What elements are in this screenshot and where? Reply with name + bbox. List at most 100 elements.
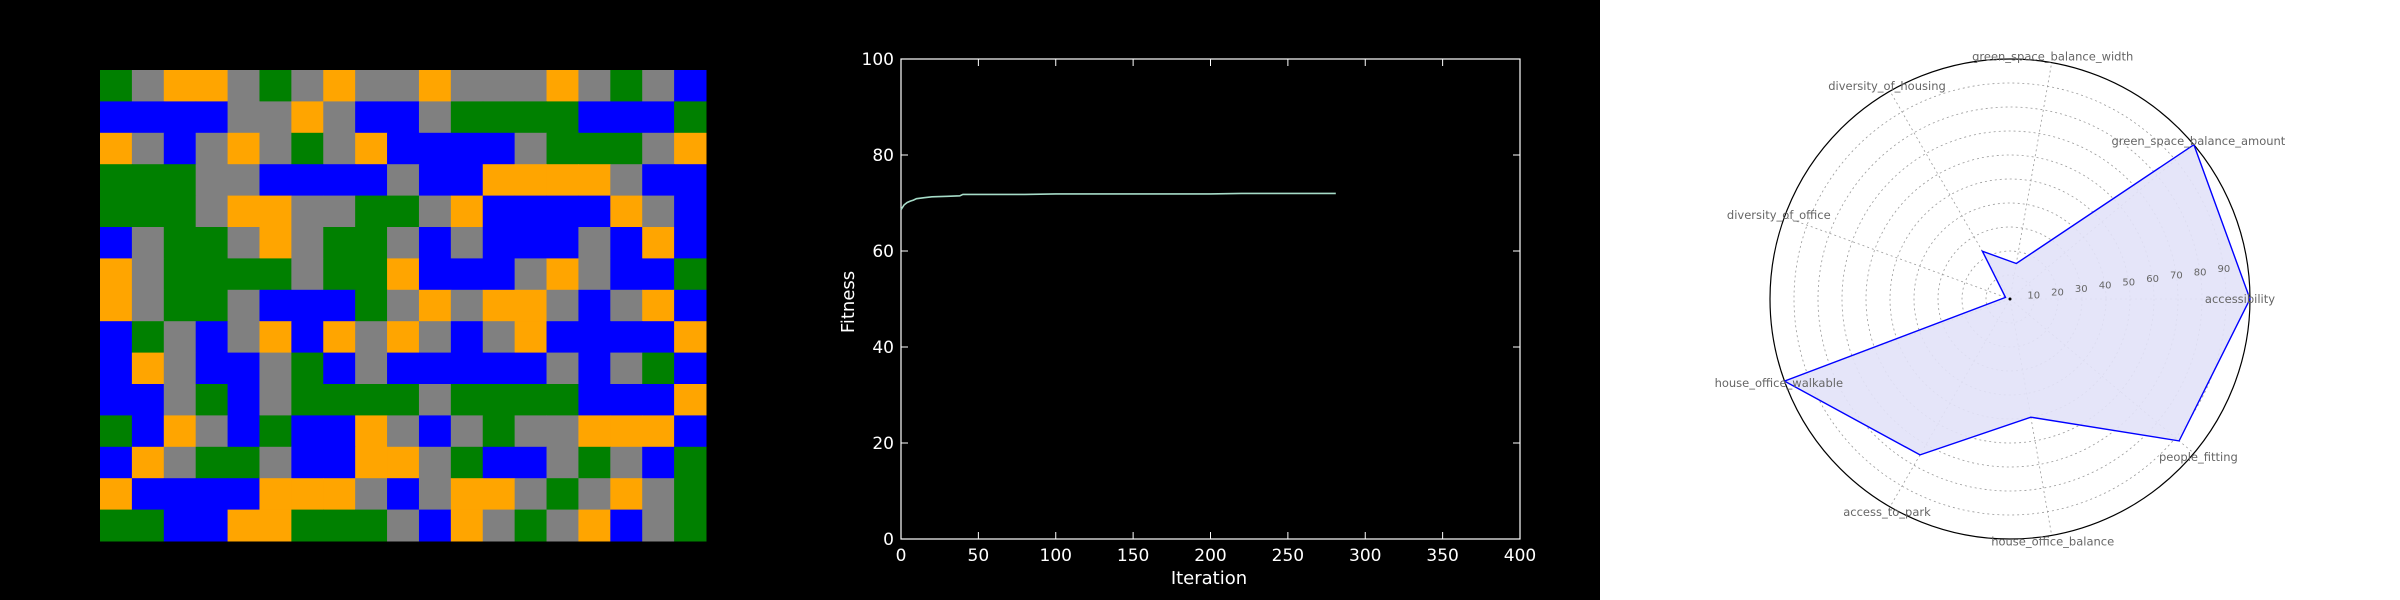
grid-cell-road (387, 509, 420, 542)
grid-cell-office (642, 384, 675, 416)
grid-cell-housing (227, 509, 260, 542)
grid-cell-office (450, 164, 484, 197)
grid-cell-office (387, 478, 420, 511)
grid-cell-green (546, 132, 579, 165)
grid-cell-road (195, 164, 229, 197)
x-tick-label: 0 (896, 546, 907, 566)
grid-cell-office (482, 446, 516, 479)
grid-cell-green (450, 446, 484, 479)
grid-cell-housing (482, 289, 516, 322)
grid-cell-housing (131, 446, 165, 479)
grid-cell-office (131, 384, 165, 416)
grid-cell-office (482, 352, 516, 385)
grid-cell-office (642, 321, 675, 354)
grid-cell-housing (100, 258, 133, 291)
radar-axis-label: green_space_balance_amount (2111, 134, 2285, 148)
grid-cell-housing (323, 321, 356, 354)
grid-cell-road (131, 70, 165, 102)
grid-cell-housing (227, 132, 260, 165)
grid-cell-road (291, 258, 324, 291)
grid-cell-housing (546, 258, 579, 291)
grid-cell-green (642, 352, 675, 385)
grid-cell-housing (195, 70, 229, 102)
grid-cell-office (131, 415, 165, 448)
grid-cell-road (482, 509, 516, 542)
grid-cell-housing (450, 478, 484, 511)
grid-cell-road (514, 258, 548, 291)
grid-cell-road (163, 352, 197, 385)
grid-cell-green (387, 195, 420, 228)
grid-cell-green (259, 415, 292, 448)
grid-cell-green (100, 195, 133, 228)
radar-axis-label: diversity_of_office (1727, 208, 1831, 222)
grid-cell-office (131, 478, 165, 511)
x-tick-label: 50 (968, 546, 990, 566)
grid-cell-road (259, 352, 292, 385)
grid-cell-green (387, 384, 420, 416)
x-tick-label: 350 (1426, 546, 1458, 566)
grid-cell-green (291, 509, 324, 542)
grid-cell-road (323, 101, 356, 134)
grid-cell-green (546, 478, 579, 511)
radar-r-tick-label: 10 (2027, 291, 2040, 302)
grid-cell-road (131, 289, 165, 322)
grid-cell-green (674, 446, 707, 479)
grid-cell-office (642, 164, 675, 197)
fitness-series-line (900, 192, 1336, 211)
grid-cell-green (163, 227, 197, 259)
grid-cell-green (355, 384, 388, 416)
grid-cell-road (418, 321, 452, 354)
x-axis-label: Iteration (1171, 568, 1247, 589)
grid-cell-green (227, 446, 260, 479)
grid-cell-office (195, 101, 229, 134)
grid-cell-road (546, 415, 579, 448)
x-tick-label: 400 (1504, 546, 1536, 566)
grid-cell-housing (578, 164, 611, 197)
radar-r-tick-label: 50 (2122, 277, 2135, 288)
grid-cell-office (259, 289, 292, 322)
grid-cell-road (291, 70, 324, 102)
grid-cell-housing (100, 289, 133, 322)
grid-cell-road (642, 70, 675, 102)
grid-cell-office (450, 132, 484, 165)
grid-cell-road (642, 509, 675, 542)
grid-cell-road (642, 478, 675, 511)
grid-cell-office (610, 101, 643, 134)
grid-cell-road (578, 70, 611, 102)
grid-cell-housing (546, 164, 579, 197)
grid-cell-office (100, 101, 133, 134)
grid-cell-housing (450, 195, 484, 228)
grid-cell-green (131, 164, 165, 197)
grid-cell-green (610, 70, 643, 102)
grid-cell-housing (387, 321, 420, 354)
grid-cell-green (514, 509, 548, 542)
grid-cell-road (131, 258, 165, 291)
grid-cell-green (195, 384, 229, 416)
grid-cell-green (323, 384, 356, 416)
grid-cell-office (450, 352, 484, 385)
grid-cell-office (578, 321, 611, 354)
grid-cell-green (163, 195, 197, 228)
grid-cell-housing (610, 195, 643, 228)
grid-cell-housing (514, 321, 548, 354)
radar-r-tick-label: 20 (2051, 287, 2064, 298)
grid-cell-office (131, 101, 165, 134)
grid-cell-office (323, 415, 356, 448)
grid-cell-housing (355, 446, 388, 479)
y-axis-label: Fitness (838, 271, 859, 333)
grid-cell-housing (227, 195, 260, 228)
grid-cell-office (227, 352, 260, 385)
grid-cell-road (450, 70, 484, 102)
grid-cell-green (514, 101, 548, 134)
grid-cell-green (163, 164, 197, 197)
grid-cell-road (418, 478, 452, 511)
grid-cell-green (195, 289, 229, 322)
y-tick-label: 20 (872, 434, 894, 454)
grid-cell-office (323, 352, 356, 385)
grid-cell-office (482, 195, 516, 228)
grid-cell-road (259, 446, 292, 479)
grid-cell-office (514, 227, 548, 259)
radar-r-tick-label: 60 (2146, 274, 2159, 285)
grid-cell-office (291, 415, 324, 448)
grid-cell-office (514, 352, 548, 385)
